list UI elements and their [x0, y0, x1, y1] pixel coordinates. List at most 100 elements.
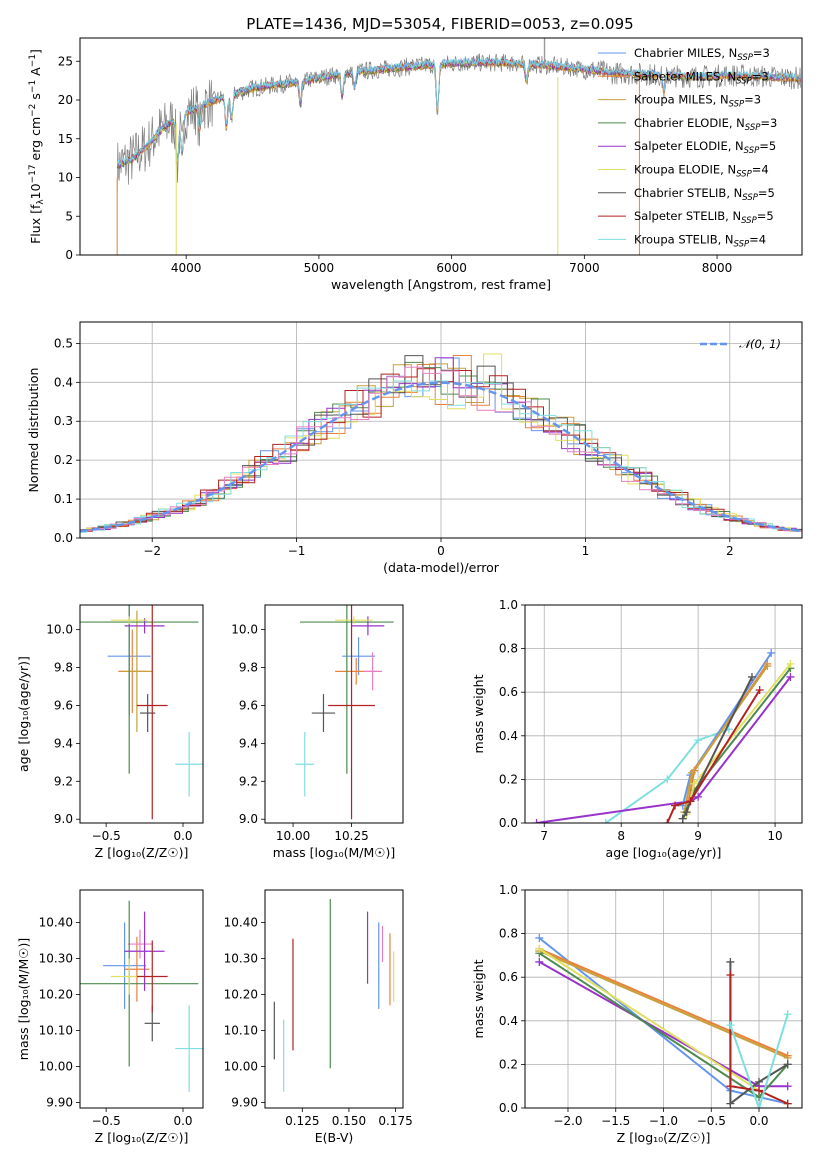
mass-weight-series: [535, 933, 792, 1108]
x-tick-label: 0.0: [173, 1114, 192, 1128]
y-axis-label: Flux [fλ10−17 erg cm−2 s−1 A−1]: [28, 49, 46, 244]
x-tick-label: −0.5: [697, 1114, 726, 1128]
series-salpeter_stelib: [666, 689, 761, 823]
y-tick-label: 0.2: [499, 1057, 518, 1071]
y-tick-label: 5: [65, 209, 73, 223]
y-axis-label: mass weight: [471, 959, 486, 1038]
y-tick-label: 0.0: [499, 816, 518, 830]
spectrum-legend: Chabrier MILES, NSSP=3 Salpeter MILES, NS…: [598, 46, 777, 249]
x-axis-label: wavelength [Angstrom, rest frame]: [331, 277, 551, 292]
marker-salpeter_stelib: [755, 1086, 764, 1095]
series-chabrier_stelib: [681, 676, 753, 820]
axes-frame: [79, 321, 803, 539]
y-axis-label: mass [log₁₀(M/M☉)]: [16, 938, 31, 1060]
marker-chabrier_stelib: [726, 1099, 735, 1108]
series-salpeter_miles: [538, 947, 789, 1057]
x-tick-label: 5000: [304, 261, 335, 275]
marker-chabrier_stelib: [747, 672, 756, 681]
marker-chabrier_stelib: [783, 1060, 792, 1069]
x-tick-label: 0: [437, 544, 445, 558]
figure-title: PLATE=1436, MJD=53054, FIBERID=0053, z=0…: [246, 15, 633, 33]
legend-entry: Salpeter MILES, NSSP=3: [634, 69, 769, 86]
x-tick-label: 1: [582, 544, 590, 558]
y-tick-label: 9.8: [54, 661, 73, 675]
y-tick-label: 0.2: [499, 772, 518, 786]
gaussian-curve: [80, 381, 802, 533]
histogram-pink: [80, 366, 802, 538]
y-tick-label: 9.4: [239, 736, 258, 750]
chart-age_vs_mass: 10.00 10.25 9.0 9.2 9.4 9.6 9.8 10.0 mass [log₁₀…: [231, 604, 404, 860]
series-kroupa_stelib: [729, 1014, 789, 1108]
x-tick-label: 0.0: [749, 1114, 768, 1128]
y-tick-label: 0.2: [54, 453, 73, 467]
marker-chabrier_stelib: [726, 957, 735, 966]
y-tick-label: 1.0: [499, 598, 518, 612]
y-tick-label: 15: [58, 132, 73, 146]
error-bars: [295, 605, 394, 820]
histogram-salpeter_stelib: [80, 368, 802, 532]
y-tick-label: 25: [58, 54, 73, 68]
legend-entry: Salpeter ELODIE, NSSP=5: [634, 139, 776, 156]
marker-chabrier_stelib: [682, 808, 691, 817]
axes-frame: [79, 37, 803, 256]
marker-salpeter_stelib: [755, 686, 764, 695]
histogram-bars: [80, 353, 802, 538]
marker-kroupa_stelib: [601, 819, 610, 823]
y-tick-label: 10.00: [224, 1060, 258, 1074]
y-tick-label: 10.20: [39, 987, 73, 1001]
x-tick-label: 10: [767, 829, 782, 843]
y-tick-label: 9.4: [54, 736, 73, 750]
marker-salpeter_stelib: [726, 1082, 735, 1091]
axes-frame: [264, 889, 404, 1109]
marker-kroupa_stelib: [694, 736, 703, 745]
histogram-kroupa_elodie: [80, 353, 802, 532]
marker-salpeter_elodie: [694, 792, 703, 801]
y-tick-label: 9.2: [239, 774, 258, 788]
y-tick-label: 0.4: [499, 729, 518, 743]
marker-kroupa_stelib: [783, 1010, 792, 1019]
x-axis-label: E(B-V): [315, 1130, 354, 1145]
y-tick-label: 10.30: [39, 951, 73, 965]
y-tick-label: 0.8: [499, 927, 518, 941]
y-tick-label: 9.90: [46, 1096, 73, 1110]
x-tick-label: 7000: [569, 261, 600, 275]
y-tick-label: 0.3: [54, 414, 73, 428]
y-tick-label: 0.0: [54, 531, 73, 545]
y-tick-label: 9.0: [54, 812, 73, 826]
chart-mass_vs_Z: −0.5 0.0 9.90 10.00 10.10 10.20 10.30 10.40 Z [l…: [16, 889, 204, 1145]
error-bars: [273, 899, 395, 1092]
legend-entry: Chabrier MILES, NSSP=3: [634, 46, 770, 63]
x-axis-label: age [log₁₀(age/yr)]: [606, 845, 722, 860]
marker-kroupa_stelib: [726, 1021, 735, 1030]
x-tick-label: −2: [143, 544, 161, 558]
x-tick-label: 10.25: [334, 829, 368, 843]
marker-kroupa_elodie: [535, 944, 544, 953]
error-bars: [80, 900, 203, 1092]
chart-mw_vs_age: 7 8 9 10 0.0 0.2 0.4 0.6 0.8 1.0 age [log₁₀(age/yr…: [471, 598, 803, 860]
axes-frame: [264, 604, 404, 824]
x-tick-label: 0.125: [285, 1114, 319, 1128]
marker-kroupa_stelib: [755, 1104, 764, 1108]
chart-age_vs_Z: −0.5 0.0 9.0 9.2 9.4 9.6 9.8 10.0 Z [log₁₀(Z/Z☉)…: [16, 604, 204, 860]
marker-salpeter_stelib: [726, 971, 735, 980]
x-tick-label: 0.175: [378, 1114, 412, 1128]
marker-kroupa_stelib: [663, 775, 672, 784]
legend-entry: Kroupa STELIB, NSSP=4: [634, 232, 766, 249]
spectrum-lines: [116, 38, 802, 255]
series-kroupa_stelib: [605, 728, 730, 823]
x-tick-label: −1.0: [649, 1114, 678, 1128]
y-axis-label: mass weight: [471, 674, 486, 753]
x-tick-label: 7: [540, 829, 548, 843]
marker-salpeter_elodie: [535, 957, 544, 966]
marker-chabrier_stelib: [755, 1077, 764, 1086]
axes-frame: [524, 604, 803, 824]
y-tick-label: 0.4: [499, 1014, 518, 1028]
x-tick-label: −1: [288, 544, 306, 558]
marker-kroupa_elodie: [690, 779, 699, 788]
model-kroupa_stelib: [116, 57, 802, 166]
x-tick-label: 10.00: [276, 829, 310, 843]
x-tick-label: 8000: [702, 261, 733, 275]
error-bars: [80, 605, 203, 820]
x-tick-label: 8: [617, 829, 625, 843]
y-tick-label: 9.6: [54, 698, 73, 712]
